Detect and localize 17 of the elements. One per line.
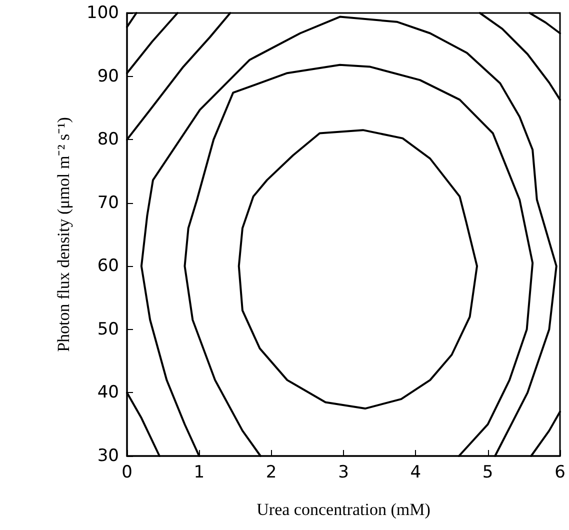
y-tick-label: 80 [97,130,119,150]
x-axis-title: Urea concentration (mM) [256,500,430,519]
x-tick-label: 3 [338,462,349,482]
x-tick-label: 1 [194,462,205,482]
x-tick-label: 0 [122,462,132,482]
y-axis-title: Photon flux density (μmol m⁻² s⁻¹) [54,117,73,352]
y-tick-label: 90 [97,66,119,86]
x-tick-label: 6 [554,462,566,482]
y-tick-label: 50 [97,319,119,340]
x-tick-label: 2 [266,462,277,482]
y-tick-label: 40 [97,382,119,403]
y-tick-label: 70 [97,192,119,213]
x-tick-label: 5 [482,462,494,482]
y-tick-label: 100 [86,3,119,23]
y-tick-label: 60 [97,256,119,276]
y-tick-label: 30 [97,446,119,466]
x-tick-label: 4 [410,462,422,482]
